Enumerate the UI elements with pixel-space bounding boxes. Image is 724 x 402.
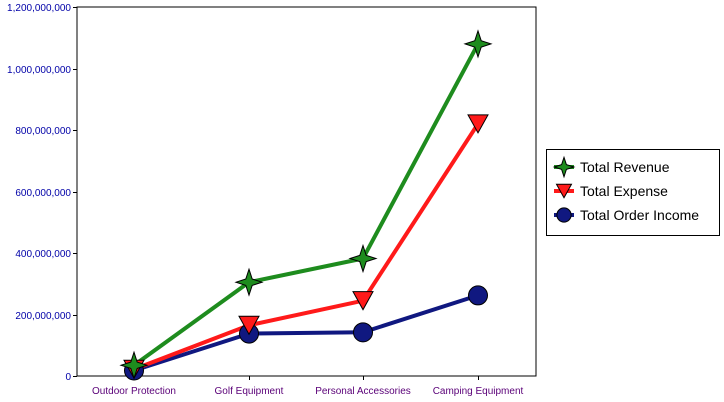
legend: Total Revenue Total Expense Total Order In… (546, 149, 720, 236)
legend-box (546, 149, 720, 236)
series-line-total-expense (132, 121, 480, 372)
series-lines (132, 41, 480, 373)
y-tick-label: 600,000,000 (15, 188, 71, 199)
data-point-total-expense (238, 315, 260, 336)
y-tick-label: 400,000,000 (15, 249, 71, 260)
data-point-total-expense (352, 291, 374, 311)
x-tick-label: Golf Equipment (215, 386, 284, 397)
data-point-total-order-income (353, 322, 373, 343)
legend-label-total-order-income: Total Order Income (580, 207, 699, 223)
y-tick-label: 200,000,000 (15, 311, 71, 322)
y-tick-label: 0 (65, 372, 71, 383)
y-tick-label: 1,000,000,000 (7, 65, 71, 76)
legend-marker-total-expense (555, 183, 573, 199)
data-point-total-revenue (234, 267, 264, 297)
data-point-total-expense (467, 114, 489, 134)
data-point-total-revenue (463, 29, 493, 59)
y-axis-tick-labels: 0 200,000,000 400,000,000 600,000,000 800,00… (7, 3, 71, 383)
x-axis-tick-labels: Outdoor Protection Golf Equipment Personal… (92, 386, 523, 397)
legend-marker-total-revenue (552, 155, 576, 179)
series-line-total-order-income (132, 293, 480, 373)
legend-marker-total-order-income (556, 207, 572, 223)
series-line-total-revenue (132, 41, 480, 368)
x-tick-label: Personal Accessories (315, 386, 411, 397)
data-point-total-order-income (468, 285, 488, 306)
x-tick-label: Outdoor Protection (92, 386, 176, 397)
data-point-total-revenue (119, 350, 149, 380)
legend-label-total-revenue: Total Revenue (580, 159, 670, 175)
y-tick-label: 800,000,000 (15, 126, 71, 137)
x-tick-label: Camping Equipment (433, 386, 524, 397)
y-tick-label: 1,200,000,000 (7, 3, 71, 14)
legend-label-total-expense: Total Expense (580, 183, 668, 199)
series-markers (119, 29, 493, 381)
data-point-total-revenue (348, 243, 378, 274)
